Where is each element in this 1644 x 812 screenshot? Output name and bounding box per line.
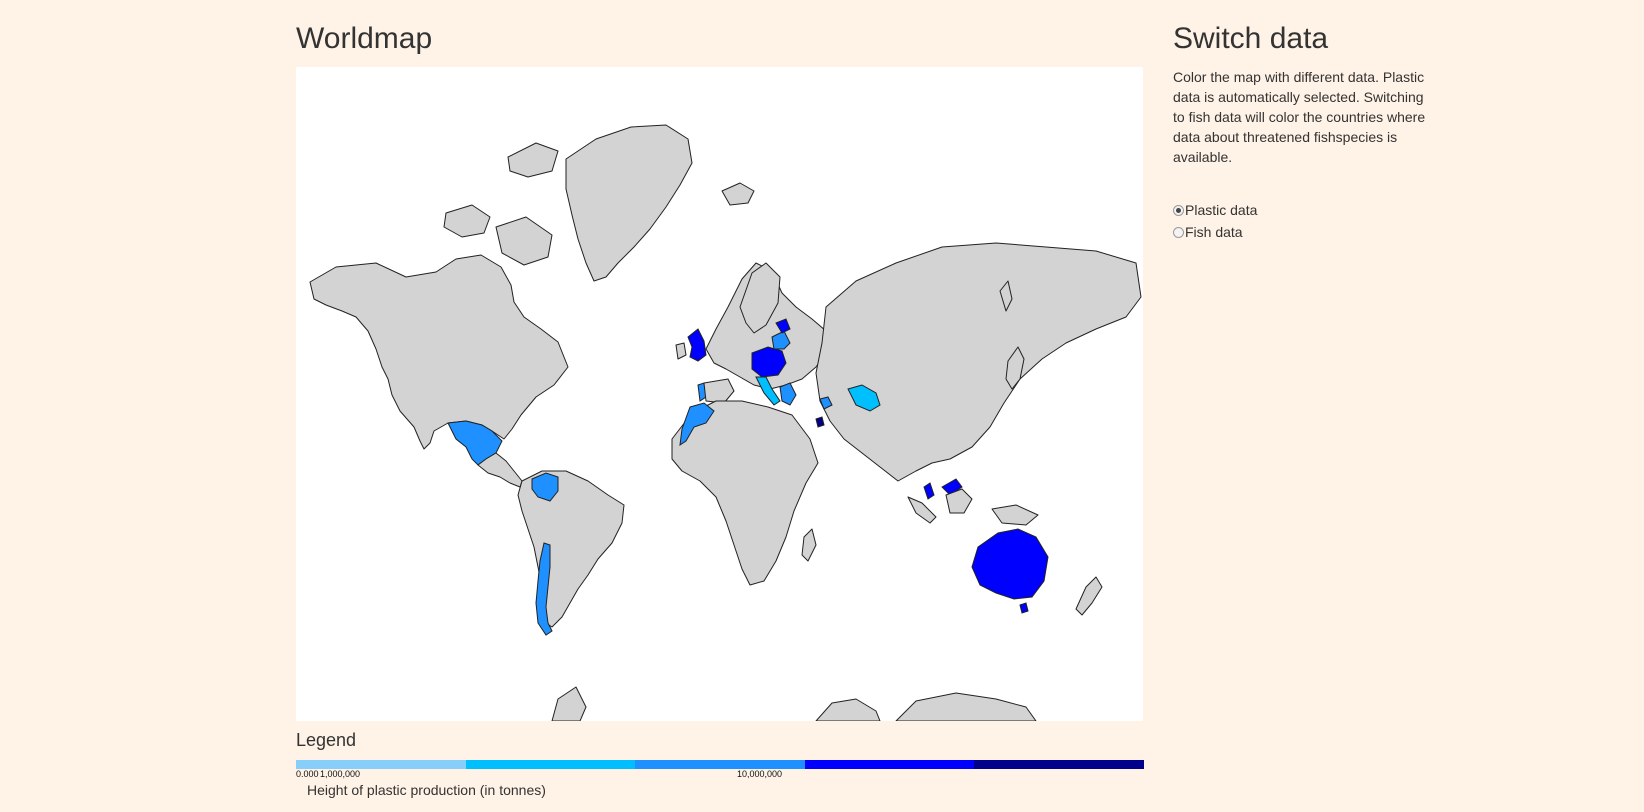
- country-ireland[interactable]: [675, 342, 687, 360]
- fish-data-option[interactable]: Fish data: [1173, 221, 1257, 243]
- legend-tick-1: 1,000,000: [320, 769, 361, 779]
- island-arctic-3[interactable]: [495, 216, 553, 266]
- island-iceland[interactable]: [721, 182, 755, 206]
- country-chile[interactable]: [535, 542, 553, 636]
- island-greenland[interactable]: [565, 124, 693, 282]
- country-italy[interactable]: [755, 376, 781, 406]
- country-new-zealand[interactable]: [1075, 576, 1103, 616]
- legend-swatch-4: [804, 760, 975, 769]
- world-map-svg[interactable]: [296, 67, 1143, 721]
- country-malaysia-borneo[interactable]: [941, 478, 963, 496]
- island-arctic-2[interactable]: [443, 204, 491, 238]
- country-tasmania[interactable]: [1019, 602, 1029, 614]
- country-united-kingdom[interactable]: [687, 328, 707, 362]
- country-caucasus[interactable]: [819, 396, 833, 410]
- region-antarctica-3[interactable]: [895, 692, 1037, 721]
- island-sakhalin[interactable]: [999, 280, 1013, 312]
- plastic-data-radio[interactable]: [1173, 204, 1184, 216]
- fish-data-label[interactable]: Fish data: [1185, 224, 1243, 240]
- legend-swatch-3: [635, 760, 805, 769]
- country-spain[interactable]: [703, 378, 735, 404]
- island-new-guinea[interactable]: [991, 504, 1039, 526]
- country-south-america[interactable]: [517, 470, 625, 628]
- country-scandinavia[interactable]: [739, 262, 781, 334]
- country-armenia[interactable]: [815, 416, 825, 428]
- legend-swatch-1: [296, 760, 466, 769]
- legend-swatch-2: [465, 760, 636, 769]
- world-map[interactable]: [296, 67, 1143, 721]
- legend-color-scale: [296, 760, 1144, 769]
- legend-caption: Height of plastic production (in tonnes): [307, 782, 546, 798]
- map-title: Worldmap: [296, 22, 433, 55]
- country-balkans[interactable]: [779, 382, 797, 406]
- data-switch-radio-group: Plastic data Fish data: [1173, 199, 1257, 243]
- fish-data-radio[interactable]: [1173, 226, 1184, 238]
- country-latvia[interactable]: [775, 318, 791, 334]
- island-sumatra[interactable]: [907, 496, 937, 524]
- region-antarctica-2[interactable]: [815, 698, 881, 721]
- island-borneo[interactable]: [945, 488, 973, 514]
- switch-data-title: Switch data: [1173, 22, 1329, 55]
- plastic-data-label[interactable]: Plastic data: [1185, 202, 1258, 218]
- country-colombia[interactable]: [531, 472, 559, 502]
- legend-swatch-5: [974, 760, 1144, 769]
- plastic-data-option[interactable]: Plastic data: [1173, 199, 1257, 221]
- country-north-america[interactable]: [309, 254, 569, 450]
- country-australia[interactable]: [971, 528, 1049, 600]
- region-africa[interactable]: [671, 400, 819, 586]
- region-asia[interactable]: [815, 242, 1142, 482]
- switch-data-description: Color the map with different data. Plast…: [1173, 69, 1426, 165]
- island-arctic-1[interactable]: [507, 142, 559, 178]
- region-antarctica-1[interactable]: [551, 686, 587, 721]
- island-madagascar[interactable]: [801, 528, 817, 562]
- country-malaysia-peninsula[interactable]: [923, 482, 935, 500]
- legend-title: Legend: [296, 730, 357, 750]
- legend-tick-0: 0.000: [296, 769, 319, 779]
- country-germany-poland[interactable]: [751, 346, 787, 378]
- country-uzbekistan[interactable]: [847, 384, 881, 412]
- legend-tick-2: 10,000,000: [737, 769, 783, 779]
- country-japan[interactable]: [1005, 346, 1025, 390]
- country-morocco[interactable]: [679, 402, 715, 447]
